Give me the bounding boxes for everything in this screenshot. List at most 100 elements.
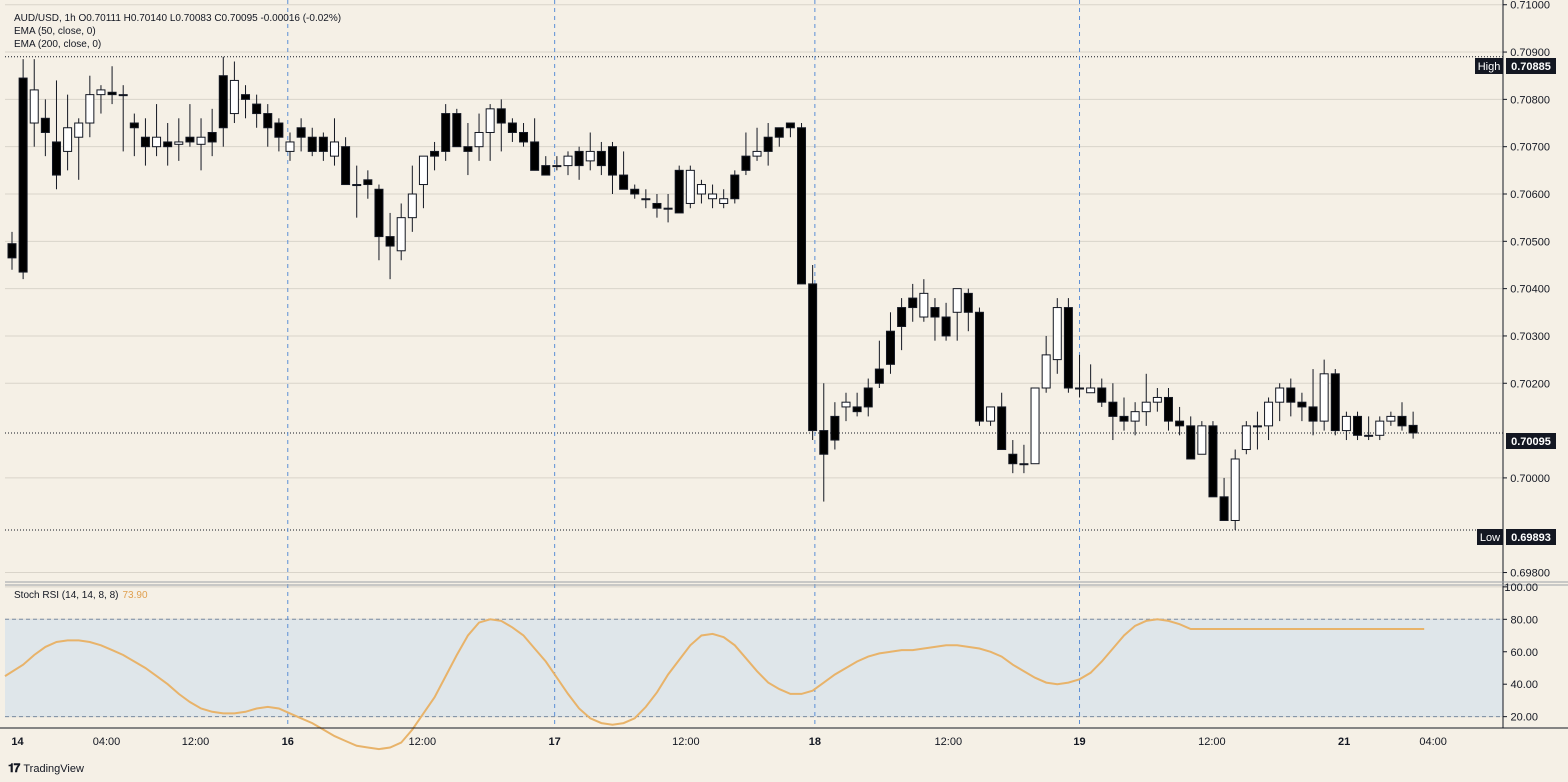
candle xyxy=(152,104,162,157)
candles[interactable] xyxy=(7,56,1418,530)
candle-body xyxy=(563,155,573,167)
candle-body xyxy=(40,117,50,133)
candle-body xyxy=(1275,387,1285,403)
time-tick-label: 17 xyxy=(549,736,561,748)
candle-body xyxy=(152,136,162,148)
candle xyxy=(852,392,862,417)
candle xyxy=(1175,406,1185,436)
candle-body xyxy=(730,174,740,200)
candle-body xyxy=(1364,434,1374,437)
candle xyxy=(919,279,929,322)
candle xyxy=(107,66,117,105)
price-axis[interactable]: 0.71000 0.70900 0.70800 0.70700 0.70600 0.705… xyxy=(0,0,1568,729)
candle xyxy=(897,298,907,351)
last-price-value: 0.70095 xyxy=(1511,436,1551,448)
candle xyxy=(1375,416,1385,441)
price-tick-label: 0.69800 xyxy=(1510,568,1550,580)
candle-body xyxy=(1397,415,1407,427)
candle-body xyxy=(1341,415,1351,432)
candle-body xyxy=(218,75,228,129)
candle-body xyxy=(1130,411,1140,422)
candle-body xyxy=(607,146,617,176)
time-tick-label: 12:00 xyxy=(672,736,700,748)
candle-body xyxy=(1063,307,1073,389)
stoch-tick-label: 60.00 xyxy=(1510,647,1538,659)
candle-body xyxy=(263,113,273,129)
stoch-rsi-line xyxy=(4,618,1425,751)
candle xyxy=(741,132,751,176)
stoch-tick-label: 40.00 xyxy=(1510,679,1538,691)
price-tick-label: 0.70700 xyxy=(1510,142,1550,154)
candle xyxy=(485,104,495,161)
time-tick-label: 04:00 xyxy=(93,736,121,748)
candle xyxy=(1130,402,1140,436)
candle xyxy=(530,118,540,171)
candle xyxy=(1252,411,1262,450)
candle-body xyxy=(107,91,117,96)
candle-body xyxy=(1252,425,1262,428)
stoch-legend[interactable]: Stoch RSI (14, 14, 8, 8) 73.90 xyxy=(14,590,148,601)
candle-body xyxy=(541,165,551,176)
candle-body xyxy=(1108,401,1118,417)
candle xyxy=(619,151,629,190)
candle xyxy=(463,123,473,176)
candle xyxy=(941,302,951,341)
candle xyxy=(229,61,239,124)
candle xyxy=(1086,364,1096,394)
candle xyxy=(418,155,428,209)
candle xyxy=(430,141,440,171)
candle xyxy=(1063,298,1073,393)
candle xyxy=(474,113,484,161)
grid xyxy=(5,4,1503,718)
candle xyxy=(1152,388,1162,412)
candle xyxy=(452,108,462,148)
candle xyxy=(997,392,1007,451)
candle xyxy=(318,132,328,161)
candle-body xyxy=(129,122,139,129)
low-label: Low xyxy=(1480,532,1500,544)
price-tick-label: 0.71000 xyxy=(1510,0,1550,12)
candle-body xyxy=(1386,415,1396,422)
ema50-legend[interactable]: EMA (50, close, 0) xyxy=(14,26,96,37)
tradingview-watermark[interactable]: 𝟏𝟕 TradingView xyxy=(8,761,84,776)
candle-body xyxy=(374,188,384,238)
candle xyxy=(1264,397,1274,441)
candle-body xyxy=(118,94,128,97)
candle-body xyxy=(296,127,306,138)
candle xyxy=(541,156,551,176)
stoch-label[interactable]: Stoch RSI (14, 14, 8, 8) xyxy=(14,590,119,601)
candle-body xyxy=(1152,396,1162,403)
candle-body xyxy=(85,94,95,124)
price-tick-label: 0.70600 xyxy=(1510,189,1550,201)
candle-body xyxy=(352,184,362,187)
candle-body xyxy=(1030,387,1040,465)
time-axis[interactable]: 14 04:00 12:00 16 12:00 17 12:00 18 12:00 19 12:00… xyxy=(11,736,1446,748)
candle-body xyxy=(418,155,428,186)
low-label-box xyxy=(1477,529,1503,545)
candle xyxy=(374,184,384,261)
candle xyxy=(207,108,217,157)
candle xyxy=(1397,402,1407,431)
candle xyxy=(1108,383,1118,441)
time-tick-label: 18 xyxy=(809,736,821,748)
candle xyxy=(808,264,818,441)
candle xyxy=(1230,449,1240,530)
candle xyxy=(1308,369,1318,436)
candle xyxy=(96,85,106,114)
stoch-tick-label: 20.00 xyxy=(1510,712,1538,724)
candle xyxy=(930,298,940,341)
symbol-ohlc-legend[interactable]: AUD/USD, 1h O0.70111 H0.70140 L0.70083 C… xyxy=(14,13,342,24)
chart-legend[interactable]: AUD/USD, 1h O0.70111 H0.70140 L0.70083 C… xyxy=(14,12,341,51)
time-tick-label: 21 xyxy=(1338,736,1350,748)
candle xyxy=(607,141,617,194)
price-tick-label: 0.70300 xyxy=(1510,331,1550,343)
ema200-legend[interactable]: EMA (200, close, 0) xyxy=(14,39,102,50)
candle-body xyxy=(885,330,895,365)
tradingview-wordmark: TradingView xyxy=(23,762,84,775)
high-label-box xyxy=(1475,58,1503,74)
high-value-box xyxy=(1506,58,1556,74)
candle xyxy=(685,165,695,209)
candle xyxy=(274,118,284,152)
candle xyxy=(774,127,784,147)
